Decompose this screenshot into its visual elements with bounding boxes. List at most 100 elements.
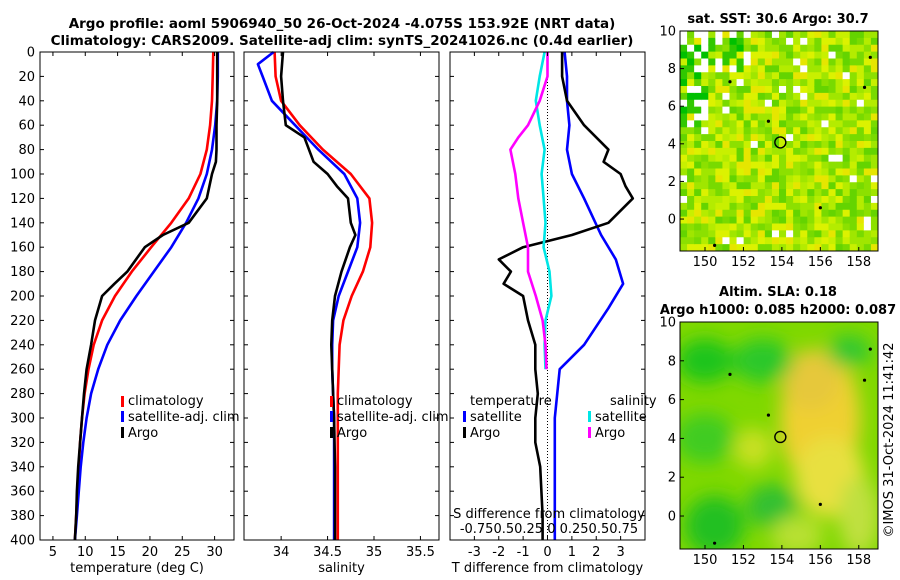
sst-cell <box>835 244 844 251</box>
sst-cell <box>771 168 780 176</box>
sst-cell <box>736 51 745 60</box>
sst-cell <box>800 51 808 60</box>
sst-cell <box>821 209 830 218</box>
sst-cell <box>856 72 865 80</box>
sst-cell <box>863 230 872 238</box>
sst-cell <box>743 182 752 190</box>
sst-cell <box>687 154 695 163</box>
imos-timestamp: ©IMOS 31-Oct-2024 11:41:42 <box>882 342 897 537</box>
sst-cell <box>736 202 745 211</box>
sst-cell <box>736 182 745 190</box>
x-tick-label: 35 <box>366 545 383 560</box>
sst-cell <box>687 244 695 251</box>
sst-cell <box>715 196 724 204</box>
sst-cell <box>793 161 801 170</box>
sst-cell <box>849 175 858 183</box>
sst-cell <box>856 189 865 197</box>
sst-cell <box>771 209 780 218</box>
sst-cell <box>771 216 780 225</box>
sst-cell <box>786 134 794 142</box>
sst-cell <box>722 99 731 108</box>
sst-cell <box>687 65 695 73</box>
sst-cell <box>736 37 745 46</box>
sst-cell <box>722 79 731 87</box>
sst-cell <box>750 79 759 87</box>
y-tick-label: 380 <box>10 509 35 524</box>
sst-cell <box>786 37 794 46</box>
sst-cell <box>771 189 780 197</box>
sst-cell <box>828 99 837 108</box>
sst-cell <box>842 86 851 94</box>
sst-cell <box>807 120 815 128</box>
sst-cell <box>793 244 801 251</box>
sst-cell <box>786 244 794 251</box>
sst-cell <box>680 106 688 115</box>
sst-cell <box>687 31 695 39</box>
sst-cell <box>743 223 752 231</box>
sst-cell <box>849 99 858 108</box>
sst-cell <box>701 196 709 204</box>
sst-cell <box>736 79 745 87</box>
y-tick-label: 4 <box>668 137 676 152</box>
sst-cell <box>842 106 851 115</box>
sst-cell <box>750 216 759 225</box>
sst-cell <box>708 175 716 183</box>
sst-cell <box>701 154 709 163</box>
sst-cell <box>828 223 837 231</box>
sst-cell <box>835 209 844 218</box>
sst-cell <box>715 99 724 108</box>
sst-cell <box>779 127 787 135</box>
sst-cell <box>722 44 731 53</box>
sst-cell <box>750 106 759 115</box>
sst-cell <box>828 154 837 163</box>
sst-cell <box>863 175 872 183</box>
sst-cell <box>835 154 844 163</box>
sst-cell <box>814 37 823 46</box>
sst-cell <box>800 244 808 251</box>
sst-cell <box>835 189 844 197</box>
sst-cell <box>771 86 780 94</box>
sst-cell <box>807 79 815 87</box>
sst-cell <box>814 168 823 176</box>
sst-cell <box>757 134 766 142</box>
sst-cell <box>764 113 773 121</box>
sst-cell <box>687 168 695 176</box>
sst-cell <box>828 209 837 218</box>
sst-cell <box>870 202 878 211</box>
sst-cell <box>856 244 865 251</box>
sst-cell <box>694 147 702 156</box>
sst-cell <box>757 58 766 66</box>
sst-cell <box>680 86 688 94</box>
y-tick-label: 300 <box>10 412 35 427</box>
legend-swatch-climatology <box>330 396 333 407</box>
sst-cell <box>856 175 865 183</box>
sst-cell <box>757 154 766 163</box>
sst-cell <box>821 161 830 170</box>
sst-cell <box>821 72 830 80</box>
sst-cell <box>764 99 773 108</box>
sst-cell <box>764 51 773 60</box>
sst-cell <box>736 209 745 218</box>
sst-cell <box>849 127 858 135</box>
sst-cell <box>729 154 738 163</box>
x-tick-label: -1 <box>517 545 530 560</box>
sst-cell <box>743 31 752 39</box>
sst-cell <box>694 99 702 108</box>
series-line-temperature-argo <box>497 52 635 540</box>
sst-cell <box>821 134 830 142</box>
sst-cell <box>764 168 773 176</box>
sst-cell <box>708 72 716 80</box>
sst-cell <box>764 202 773 211</box>
sst-cell <box>743 79 752 87</box>
sst-cell <box>814 65 823 73</box>
sst-cell <box>779 141 787 149</box>
series-line-argo <box>279 51 357 540</box>
sst-cell <box>849 209 858 218</box>
sst-cell <box>807 72 815 80</box>
sst-cell <box>757 209 766 218</box>
sst-cell <box>708 202 716 211</box>
sst-cell <box>800 154 808 163</box>
sst-cell <box>779 209 787 218</box>
sst-cell <box>708 182 716 190</box>
sst-cell <box>800 106 808 115</box>
